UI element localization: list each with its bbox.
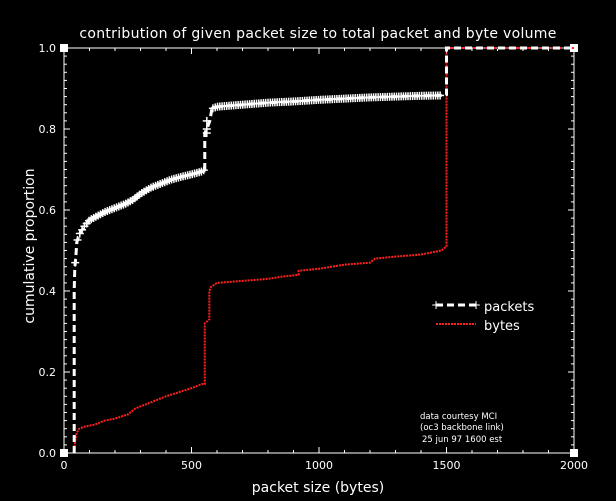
series-line-bytes bbox=[73, 47, 574, 453]
annotation-line: (oc3 backbone link) bbox=[420, 423, 504, 433]
annotation-line: data courtesy MCI bbox=[420, 412, 497, 422]
chart-title: contribution of given packet size to tot… bbox=[79, 26, 556, 42]
legend-entry-packets: + + packets bbox=[431, 298, 535, 315]
y-axis-label: cumulative proportion bbox=[22, 168, 38, 323]
y-tick-label: 0.2 bbox=[39, 366, 57, 379]
legend-label-bytes: bytes bbox=[484, 319, 520, 334]
y-tick-label: 0.6 bbox=[39, 204, 57, 217]
y-tick-label: 1.0 bbox=[39, 42, 57, 55]
series-layer bbox=[71, 46, 574, 453]
corner-marker bbox=[60, 449, 68, 457]
legend-label-packets: packets bbox=[484, 300, 535, 315]
corner-marker bbox=[570, 44, 578, 52]
corner-markers bbox=[60, 44, 578, 457]
annotation: data courtesy MCI (oc3 backbone link) 25… bbox=[420, 412, 504, 445]
axis-ticks: 0 500 1000 1500 2000 0.0 0.2 0.4 0.6 0.8 1.0 bbox=[39, 42, 589, 472]
corner-marker bbox=[570, 449, 578, 457]
legend: + + packets bytes bbox=[431, 298, 535, 334]
y-tick-label: 0.0 bbox=[39, 447, 57, 460]
x-tick-label: 1000 bbox=[305, 459, 333, 472]
annotation-line: 25 jun 97 1600 est bbox=[422, 435, 503, 445]
corner-marker bbox=[60, 44, 68, 52]
legend-marker-packets: + bbox=[431, 298, 441, 312]
x-tick-label: 1500 bbox=[433, 459, 461, 472]
x-tick-label: 500 bbox=[181, 459, 202, 472]
y-tick-label: 0.4 bbox=[39, 285, 57, 298]
legend-marker-packets: + bbox=[471, 298, 481, 312]
x-tick-label: 0 bbox=[61, 459, 68, 472]
legend-entry-bytes: bytes bbox=[436, 319, 520, 334]
x-tick-label: 2000 bbox=[560, 459, 588, 472]
y-tick-label: 0.8 bbox=[39, 123, 57, 136]
x-axis-label: packet size (bytes) bbox=[252, 480, 384, 496]
